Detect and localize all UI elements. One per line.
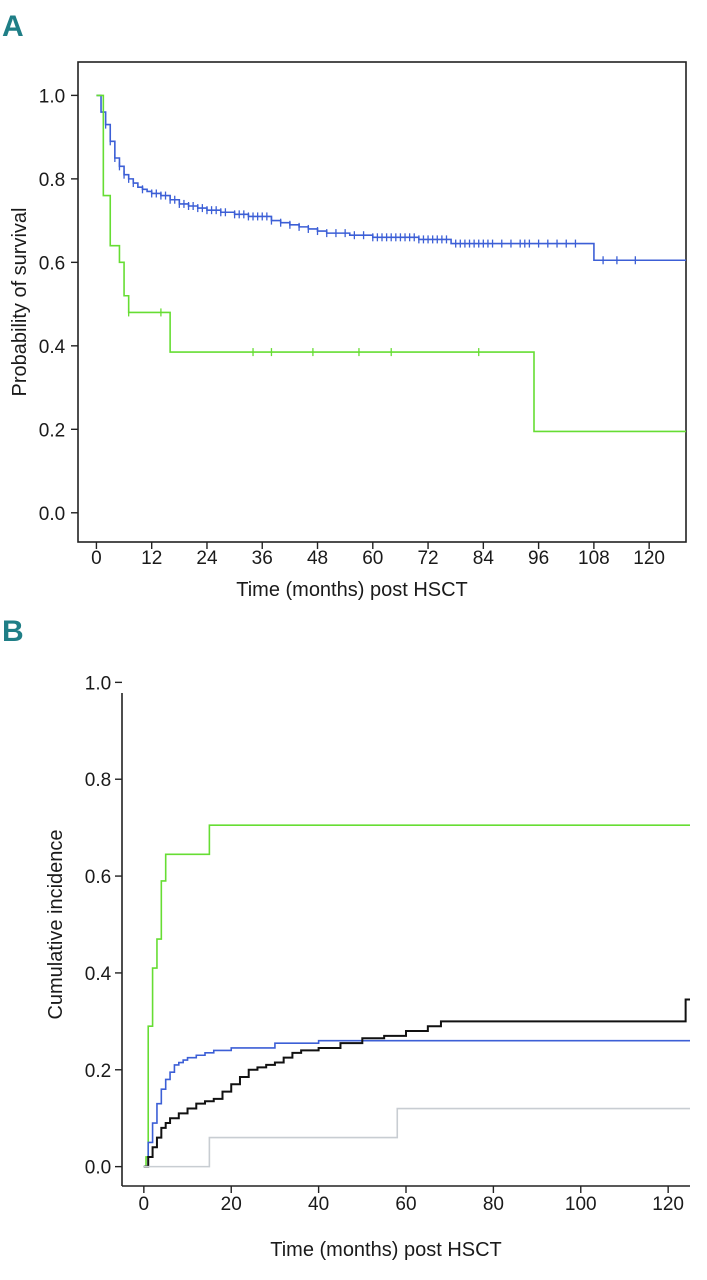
panel-a-plot-area: 0.0 0.2 0.4 0.6 0.8 1.0 0 12 24 36 48 60 72 84 96 108 12… xyxy=(39,61,687,569)
panel-a-x-tick-label: 108 xyxy=(578,548,610,569)
panel-a-x-tick-label: 36 xyxy=(252,548,273,569)
panel-a-x-tick-label: 84 xyxy=(473,548,495,569)
panel-a-x-tick-label: 72 xyxy=(417,548,438,569)
panel-b-plot-area: 0.0 0.2 0.4 0.6 0.8 1.0 0 20 40 60 80 100 120 xyxy=(85,673,690,1215)
panel-b-x-tick-label: 0 xyxy=(139,1194,150,1215)
panel-a-y-tick-label: 0.2 xyxy=(39,420,65,441)
panel-b-y-tick-label: 0.0 xyxy=(85,1158,111,1179)
panel-a-x-tick-label: 96 xyxy=(528,548,549,569)
panel-b-x-tick-label: 20 xyxy=(221,1194,242,1215)
panel-a-x-axis-title: Time (months) post HSCT xyxy=(236,579,468,601)
panel-b-series-black-line xyxy=(143,998,690,1168)
panel-a-x-tick-label: 120 xyxy=(633,548,665,569)
panel-a-x-tick-label: 24 xyxy=(196,548,218,569)
panel-a-y-axis-title: Probability of survival xyxy=(9,208,31,397)
panel-a-y-tick-label: 1.0 xyxy=(39,86,65,107)
panel-a-y-tick-label: 0.8 xyxy=(39,170,65,191)
panel-b-x-tick-label: 120 xyxy=(652,1194,684,1215)
panel-a-y-tick-label: 0.6 xyxy=(39,253,65,274)
panel-b-letter: B xyxy=(2,615,24,648)
panel-a-plot-frame xyxy=(77,61,687,543)
panel-a-x-tick-label: 48 xyxy=(307,548,328,569)
panel-b-y-tick-label: 0.6 xyxy=(85,867,111,888)
panel-b-series-grey-line xyxy=(143,1107,690,1168)
panel-b: B 0.0 0.2 0.4 0.6 0.8 1.0 0 20 40 60 80 100 120 Cumu… xyxy=(2,615,690,1261)
panel-a-letter: A xyxy=(2,10,24,43)
panel-b-x-tick-label: 40 xyxy=(308,1194,329,1215)
panel-b-x-tick-label: 100 xyxy=(565,1194,597,1215)
panel-a-x-tick-label: 0 xyxy=(91,548,102,569)
panel-b-x-tick-label: 80 xyxy=(483,1194,504,1215)
panel-a-x-tick-label: 12 xyxy=(141,548,162,569)
panel-a-y-tick-label: 0.0 xyxy=(39,504,65,525)
panel-a-y-tick-label: 0.4 xyxy=(39,337,66,358)
panel-a-series-green-line xyxy=(96,94,686,433)
panel-b-series-blue-line xyxy=(143,1039,690,1168)
panel-b-y-tick-label: 0.8 xyxy=(85,770,111,791)
panel-b-y-tick-label: 1.0 xyxy=(85,673,111,694)
panel-b-x-tick-label: 60 xyxy=(395,1194,416,1215)
panel-a-x-tick-label: 60 xyxy=(362,548,383,569)
panel-a: A 0.0 0.2 0.4 0.6 0.8 1.0 0 12 24 36 48 60 72 84 96 108… xyxy=(2,10,687,601)
panel-b-series-green-line xyxy=(143,824,690,1168)
panel-b-y-tick-label: 0.2 xyxy=(85,1061,111,1082)
panel-b-y-tick-label: 0.4 xyxy=(85,964,112,985)
panel-b-y-axis-title: Cumulative incidence xyxy=(45,829,67,1019)
panel-b-x-axis-title: Time (months) post HSCT xyxy=(270,1239,502,1261)
